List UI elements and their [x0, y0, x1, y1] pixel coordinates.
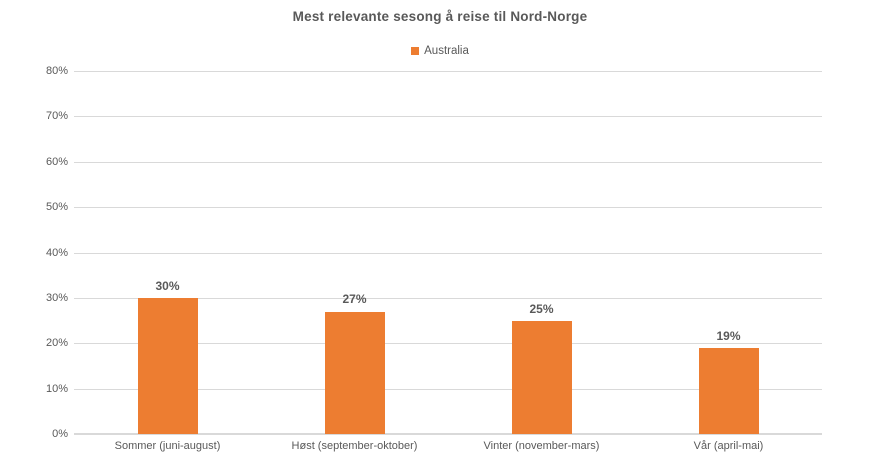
- gridline-30: [74, 297, 822, 299]
- bar-1: [137, 297, 198, 434]
- bar-3: [511, 320, 572, 434]
- bar-value-label-4: 19%: [716, 328, 741, 343]
- x-axis-category-label-4: Vår (april-mai): [693, 440, 764, 452]
- gridline-10: [74, 388, 822, 390]
- bar-2: [324, 311, 385, 434]
- gridline-60: [74, 161, 822, 163]
- x-axis-line: [74, 433, 822, 435]
- bar-value-label-3: 25%: [529, 301, 554, 316]
- y-axis-tick-label-10: 10%: [45, 382, 68, 395]
- x-axis-category-label-3: Vinter (november-mars): [483, 440, 600, 452]
- legend-swatch-australia: [411, 47, 420, 55]
- gridline-50: [74, 207, 822, 209]
- y-axis-tick-label-70: 70%: [45, 110, 68, 123]
- y-axis-tick-label-60: 60%: [45, 155, 68, 168]
- gridline-70: [74, 116, 822, 118]
- y-axis-tick-label-50: 50%: [45, 201, 68, 214]
- bar-value-label-2: 27%: [342, 292, 367, 307]
- y-axis-tick-label-40: 40%: [45, 246, 68, 259]
- bar-4: [698, 347, 759, 434]
- gridline-80: [74, 71, 822, 72]
- legend-label-australia: Australia: [424, 45, 469, 57]
- bar-value-label-1: 30%: [155, 278, 180, 293]
- gridline-40: [74, 252, 822, 254]
- y-axis-tick-label-20: 20%: [45, 337, 68, 350]
- y-axis-tick-label-80: 80%: [45, 65, 68, 77]
- gridline-20: [74, 343, 822, 345]
- y-axis-tick-label-30: 30%: [45, 291, 68, 304]
- plot-area: [74, 71, 822, 435]
- x-axis-category-label-1: Sommer (juni-august): [114, 440, 221, 452]
- legend: Australia: [0, 45, 880, 57]
- chart-title: Mest relevante sesong å reise til Nord-N…: [292, 9, 588, 24]
- x-axis-category-label-2: Høst (september-oktober): [291, 440, 418, 452]
- y-axis-tick-label-0: 0%: [52, 428, 68, 440]
